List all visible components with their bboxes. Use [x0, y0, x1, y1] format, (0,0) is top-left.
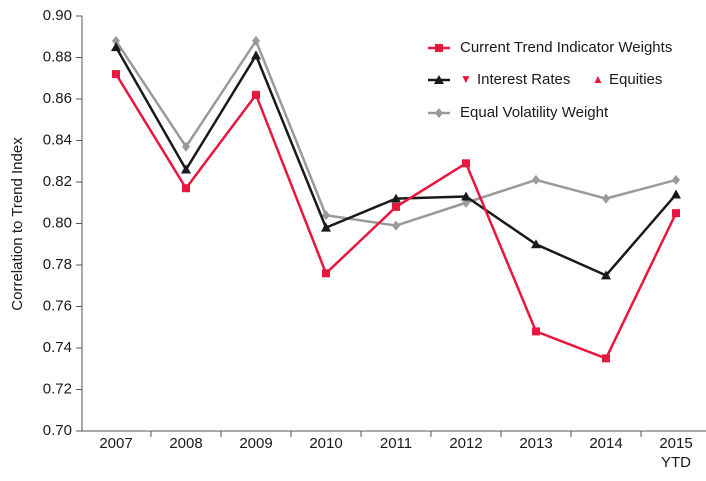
y-axis-label: Correlation to Trend Index	[9, 137, 26, 311]
y-tick-label: 0.72	[43, 380, 72, 397]
x-tick-label: 2011	[379, 435, 413, 452]
point	[251, 50, 261, 60]
y-tick-label: 0.78	[43, 256, 72, 273]
point	[602, 354, 610, 363]
point	[111, 42, 121, 52]
legend-label: Interest Rates	[477, 71, 570, 88]
legend-label: Current Trend Indicator Weights	[460, 39, 672, 56]
x-tick-label: 2009	[239, 435, 273, 452]
y-tick-label: 0.76	[43, 297, 72, 314]
point	[112, 70, 120, 79]
y-tick-label: 0.86	[43, 90, 72, 107]
point	[532, 174, 540, 185]
y-tick-label: 0.70	[43, 422, 72, 439]
point	[672, 209, 680, 218]
point	[181, 164, 191, 174]
x-tick-label: 2015 YTD	[659, 435, 693, 471]
point	[182, 184, 190, 193]
x-tick-label: 2007	[99, 435, 133, 452]
point	[321, 222, 331, 232]
y-tick-label: 0.88	[43, 48, 72, 65]
y-tick-label: 0.80	[43, 214, 72, 231]
point	[602, 193, 610, 204]
point	[601, 270, 611, 280]
y-tick-label: 0.74	[43, 339, 72, 356]
point	[322, 269, 330, 278]
point	[671, 189, 681, 199]
point	[392, 220, 400, 231]
x-tick-label: 2013	[519, 435, 553, 452]
point	[672, 174, 680, 185]
point	[252, 90, 260, 99]
point	[182, 141, 190, 152]
legend-label: Equal Volatility Weight	[460, 104, 609, 121]
x-tick-label: 2008	[169, 435, 203, 452]
point	[322, 210, 330, 221]
legend-symbol: ▲	[592, 72, 604, 86]
point	[391, 193, 401, 203]
point	[392, 202, 400, 211]
legend-marker	[434, 75, 444, 84]
point	[532, 327, 540, 336]
x-tick-label: 2012	[449, 435, 483, 452]
legend-symbol: ▼	[460, 72, 472, 86]
legend-label: Equities	[609, 71, 662, 88]
y-tick-label: 0.84	[43, 131, 72, 148]
point	[462, 159, 470, 168]
point	[252, 35, 260, 46]
y-tick-label: 0.82	[43, 173, 72, 190]
x-tick-label: 2010	[309, 435, 343, 452]
legend-marker	[435, 44, 443, 52]
legend-marker	[435, 108, 443, 118]
point	[531, 239, 541, 249]
point	[112, 35, 120, 46]
y-tick-label: 0.90	[43, 7, 72, 24]
point	[461, 191, 471, 201]
x-tick-label: 2014	[589, 435, 623, 452]
